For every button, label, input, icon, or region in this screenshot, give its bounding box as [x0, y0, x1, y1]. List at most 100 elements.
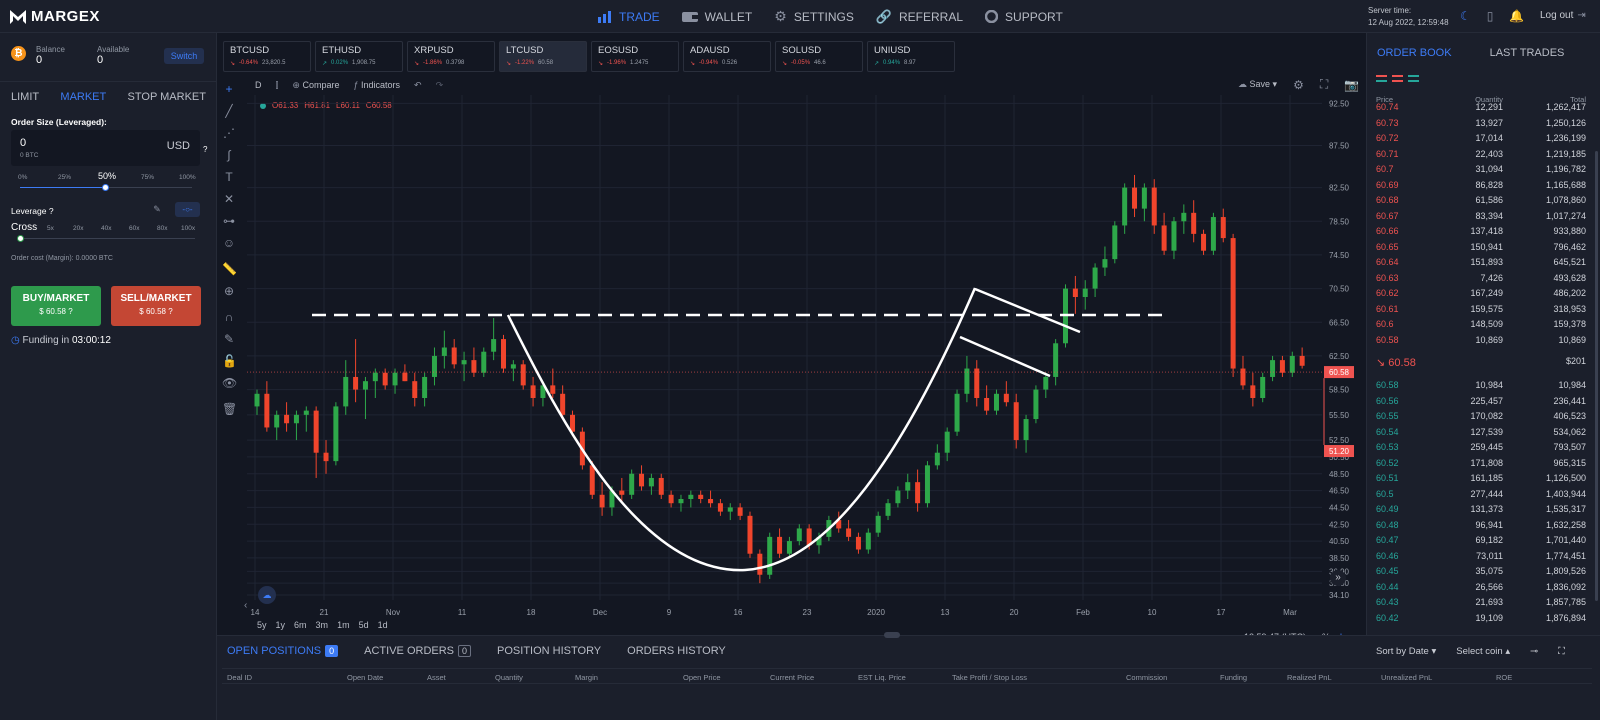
prediction-icon[interactable]: ⊶	[223, 214, 235, 228]
ask-row[interactable]: 60.7 31,094 1,196,782	[1376, 164, 1586, 174]
bell-icon[interactable]: 🔔	[1509, 9, 1525, 23]
brush-icon[interactable]: ∫	[227, 148, 231, 162]
tab-orders-history[interactable]: ORDERS HISTORY	[627, 645, 726, 657]
ask-row[interactable]: 60.63 7,426 493,628	[1376, 273, 1586, 283]
redo-icon[interactable]: ↷	[435, 79, 444, 90]
ask-row[interactable]: 60.65 150,941 796,462	[1376, 242, 1586, 252]
bid-row[interactable]: 60.44 26,566 1,836,092	[1376, 582, 1586, 592]
ask-row[interactable]: 60.6 148,509 159,378	[1376, 319, 1586, 329]
indicators-button[interactable]: ƒ Indicators	[353, 80, 400, 90]
slider-mode-icon[interactable]: -○-	[175, 202, 200, 217]
bid-row[interactable]: 60.48 96,941 1,632,258	[1376, 520, 1586, 530]
ask-row[interactable]: 60.71 22,403 1,219,185	[1376, 149, 1586, 159]
select-coin-dropdown[interactable]: Select coin ▴	[1456, 646, 1511, 657]
cloud-layout-icon[interactable]: ☁	[258, 586, 276, 604]
ticker-eosusd[interactable]: EOSUSD ↘ -1.96% 1.2475	[591, 41, 679, 72]
bid-row[interactable]: 60.53 259,445 793,507	[1376, 442, 1586, 452]
bid-row[interactable]: 60.49 131,373 1,535,317	[1376, 504, 1586, 514]
ticker-uniusd[interactable]: UNIUSD ↗ 0.94% 8.97	[867, 41, 955, 72]
price-chart[interactable]: 92.50 87.50 82.50 78.50 74.50 70.50 66.50 62.50…	[247, 95, 1359, 625]
edit-icon[interactable]: ✎	[153, 204, 161, 214]
ask-row[interactable]: 60.68 61,586 1,078,860	[1376, 195, 1586, 205]
interval-selector[interactable]: D	[255, 80, 262, 90]
ask-row[interactable]: 60.74 12,291 1,262,417	[1376, 102, 1586, 112]
fullscreen-icon[interactable]: ⛶	[1319, 77, 1329, 91]
ask-row[interactable]: 60.61 159,575 318,953	[1376, 304, 1586, 314]
ask-row[interactable]: 60.64 151,893 645,521	[1376, 257, 1586, 267]
bid-row[interactable]: 60.56 225,457 236,441	[1376, 396, 1586, 406]
tab-stop-market[interactable]: STOP MARKET	[127, 90, 206, 103]
ask-row[interactable]: 60.69 86,828 1,165,688	[1376, 180, 1586, 190]
trash-icon[interactable]: 🗑	[222, 402, 238, 416]
nav-settings[interactable]: ⚙ SETTINGS	[774, 8, 854, 25]
bid-row[interactable]: 60.43 21,693 1,857,785	[1376, 597, 1586, 607]
bid-row[interactable]: 60.52 171,808 965,315	[1376, 458, 1586, 468]
bid-row[interactable]: 60.58 10,984 10,984	[1376, 380, 1586, 390]
moon-icon[interactable]: ☾	[1460, 9, 1471, 23]
ticker-xrpusd[interactable]: XRPUSD ↘ -1.86% 0.3798	[407, 41, 495, 72]
bid-row[interactable]: 60.45 35,075 1,809,526	[1376, 566, 1586, 576]
scroll-right-icon[interactable]: »	[1330, 570, 1346, 586]
leverage-slider[interactable]: Cross 5x 20x 40x 60x 80x 100x	[11, 222, 201, 244]
bid-row[interactable]: 60.54 127,539 534,062	[1376, 427, 1586, 437]
bid-row[interactable]: 60.47 69,182 1,701,440	[1376, 535, 1586, 545]
ruler-icon[interactable]: 📏	[222, 262, 237, 276]
tab-order-book[interactable]: ORDER BOOK	[1377, 47, 1452, 59]
view-both-icon[interactable]	[1376, 75, 1387, 82]
view-asks-icon[interactable]	[1392, 75, 1403, 82]
timeframe-1d[interactable]: 1d	[377, 620, 388, 630]
timeframe-3m[interactable]: 3m	[315, 620, 329, 630]
resize-handle[interactable]	[884, 632, 900, 638]
tab-limit[interactable]: LIMIT	[11, 90, 40, 103]
ask-row[interactable]: 60.62 167,249 486,202	[1376, 288, 1586, 298]
ticker-ethusd[interactable]: ETHUSD ↗ 0.02% 1,908.75	[315, 41, 403, 72]
bid-row[interactable]: 60.51 161,185 1,126,500	[1376, 473, 1586, 483]
ask-row[interactable]: 60.73 13,927 1,250,126	[1376, 118, 1586, 128]
leverage-knob[interactable]	[17, 235, 24, 242]
trendline-icon[interactable]: ╱	[225, 104, 233, 118]
ticker-solusd[interactable]: SOLUSD ↘ -0.05% 46.6	[775, 41, 863, 72]
text-icon[interactable]: T	[225, 170, 233, 184]
ask-row[interactable]: 60.58 10,869 10,869	[1376, 335, 1586, 345]
settings-gear-icon[interactable]: ⚙	[1293, 77, 1304, 92]
sort-by-date-dropdown[interactable]: Sort by Date ▾	[1376, 646, 1437, 657]
margex-logo[interactable]: MARGEX	[10, 8, 100, 25]
nav-wallet[interactable]: WALLET	[681, 8, 752, 25]
fib-icon[interactable]: ⋰	[223, 126, 235, 140]
tab-market[interactable]: MARKET	[60, 90, 107, 103]
timeframe-1m[interactable]: 1m	[337, 620, 350, 630]
view-bids-icon[interactable]	[1408, 75, 1419, 82]
ask-row[interactable]: 60.66 137,418 933,880	[1376, 226, 1586, 236]
slider-knob[interactable]	[102, 184, 109, 191]
emoji-icon[interactable]: ☺	[222, 236, 236, 250]
tab-position-history[interactable]: POSITION HISTORY	[497, 645, 602, 657]
bid-row[interactable]: 60.5 277,444 1,403,944	[1376, 489, 1586, 499]
crosshair-icon[interactable]: +	[225, 82, 233, 96]
ticker-btcusd[interactable]: BTCUSD ↘ -0.64% 23,820.5	[223, 41, 311, 72]
pattern-icon[interactable]: ✕	[223, 192, 235, 206]
timeframe-5y[interactable]: 5y	[257, 620, 267, 630]
bid-row[interactable]: 60.42 19,109 1,876,894	[1376, 613, 1586, 623]
ticker-adausd[interactable]: ADAUSD ↘ -0.94% 0.526	[683, 41, 771, 72]
mobile-icon[interactable]: ▯	[1486, 9, 1494, 23]
save-button[interactable]: ☁ Save ▾	[1238, 79, 1278, 89]
tab-last-trades[interactable]: LAST TRADES	[1489, 47, 1565, 59]
ticker-ltcusd[interactable]: LTCUSD ↘ -1.22% 60.58	[499, 41, 587, 72]
nav-referral[interactable]: 🔗 REFERRAL	[876, 8, 963, 25]
help-icon[interactable]: ?	[68, 307, 73, 316]
ask-row[interactable]: 60.72 17,014 1,236,199	[1376, 133, 1586, 143]
nav-trade[interactable]: TRADE	[598, 8, 660, 25]
size-slider[interactable]: 0% 25% 50% 75% 100%	[14, 171, 200, 196]
undo-icon[interactable]: ↶	[414, 79, 422, 90]
expand-icon[interactable]: ⛶	[1558, 646, 1565, 657]
nav-support[interactable]: SUPPORT	[985, 8, 1063, 25]
lock-icon[interactable]: 🔓	[222, 354, 237, 368]
eye-icon[interactable]: 👁	[222, 376, 238, 390]
sell-market-button[interactable]: SELL/MARKET $ 60.58 ?	[111, 286, 201, 326]
tab-open-positions[interactable]: OPEN POSITIONS 0	[227, 645, 339, 657]
compare-button[interactable]: ⊕ Compare	[292, 80, 339, 91]
magnet-icon[interactable]: ∩	[224, 310, 234, 324]
bid-row[interactable]: 60.55 170,082 406,523	[1376, 411, 1586, 421]
help-icon[interactable]: ?	[48, 206, 54, 216]
timeframe-1y[interactable]: 1y	[275, 620, 286, 630]
